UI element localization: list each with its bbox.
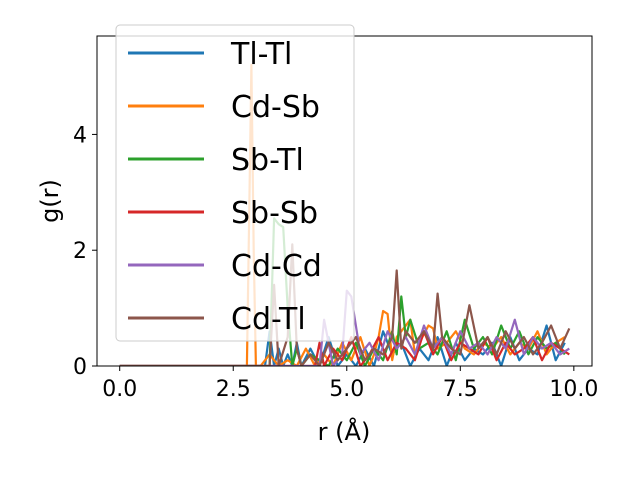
x-tick-label: 7.5 [443,377,478,402]
x-axis-label: r (Å) [318,417,371,446]
plot-area [96,35,593,367]
legend-label-Cd-Tl: Cd-Tl [231,302,306,337]
series-line-Sb-Sb [119,330,570,366]
x-axis-ticks: 0.0 2.5 5.0 7.5 10.0 [102,366,598,402]
legend-label-Cd-Cd: Cd-Cd [231,249,322,284]
legend-box [115,24,355,342]
y-axis-label: g(r) [36,179,64,223]
x-tick-label: 10.0 [549,377,598,402]
legend-entries: Tl-Tl Cd-Sb Sb-Tl Sb-Sb Cd-Cd Cd-Tl [128,37,322,337]
y-tick-label: 4 [73,123,87,148]
series-line-Cd-Tl [119,243,571,366]
y-axis-ticks: 0 2 4 [73,123,97,380]
y-tick-label: 2 [73,239,87,264]
legend-label-Cd-Sb: Cd-Sb [231,90,320,125]
x-tick-label: 0.0 [102,377,137,402]
legend-label-Sb-Tl: Sb-Tl [231,143,304,178]
y-tick-label: 0 [73,355,87,380]
legend: Tl-Tl Cd-Sb Sb-Tl Sb-Sb Cd-Cd Cd-Tl [115,24,355,342]
series-group [119,63,571,366]
x-tick-label: 2.5 [216,377,251,402]
legend-label-Sb-Sb: Sb-Sb [231,196,318,231]
legend-label-Tl-Tl: Tl-Tl [230,37,292,72]
x-tick-label: 5.0 [329,377,364,402]
